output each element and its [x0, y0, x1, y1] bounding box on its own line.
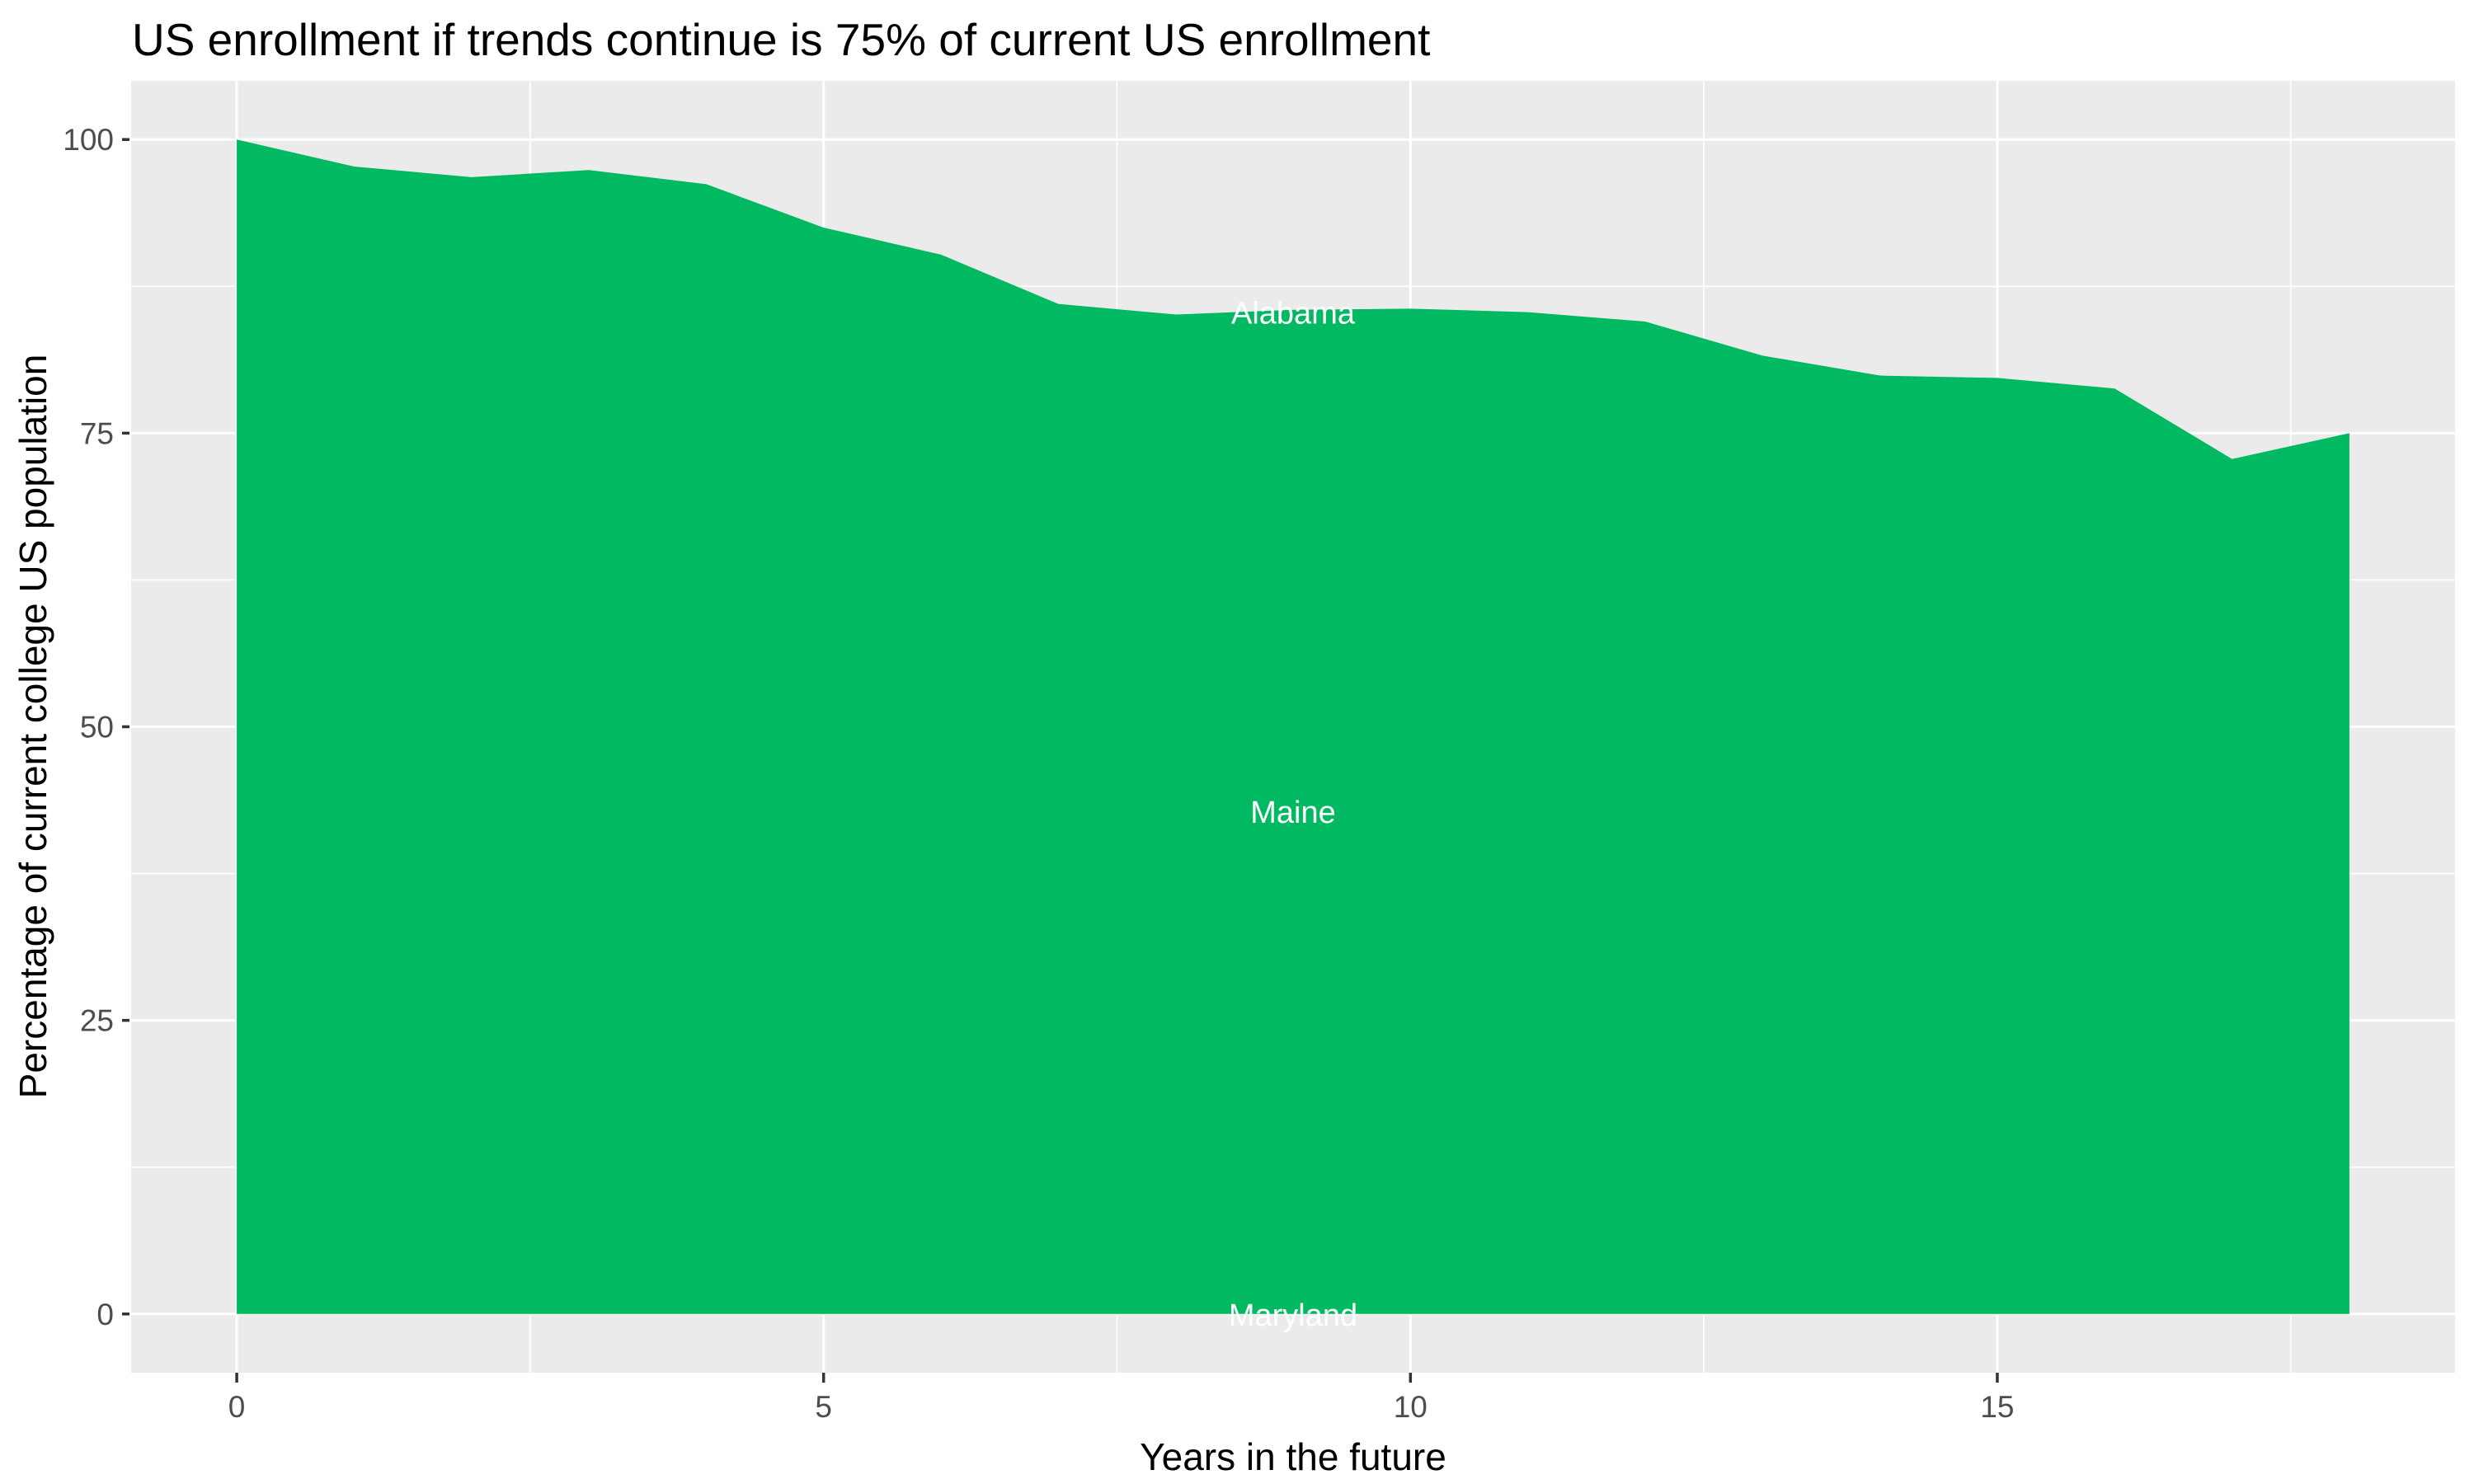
y-axis-title: Percentage of current college US populat…	[12, 354, 54, 1099]
y-tick-label-75: 75	[80, 416, 114, 450]
enrollment-area	[237, 139, 2349, 1314]
area-label-maine: Maine	[1250, 796, 1336, 830]
x-axis-title: Years in the future	[1140, 1435, 1446, 1478]
x-tick-label-10: 10	[1394, 1390, 1427, 1424]
x-tick-label-15: 15	[1980, 1390, 2014, 1424]
x-tick-label-0: 0	[228, 1390, 246, 1424]
plot-title: US enrollment if trends continue is 75% …	[132, 14, 1431, 65]
y-tick-label-100: 100	[63, 123, 114, 157]
y-tick-label-50: 50	[80, 711, 114, 744]
y-tick-label-25: 25	[80, 1004, 114, 1038]
area-label-maryland: Maryland	[1229, 1298, 1357, 1333]
y-tick-label-0: 0	[96, 1298, 114, 1331]
x-tick-label-5: 5	[815, 1390, 832, 1424]
area-label-alabama: Alabama	[1231, 297, 1356, 331]
